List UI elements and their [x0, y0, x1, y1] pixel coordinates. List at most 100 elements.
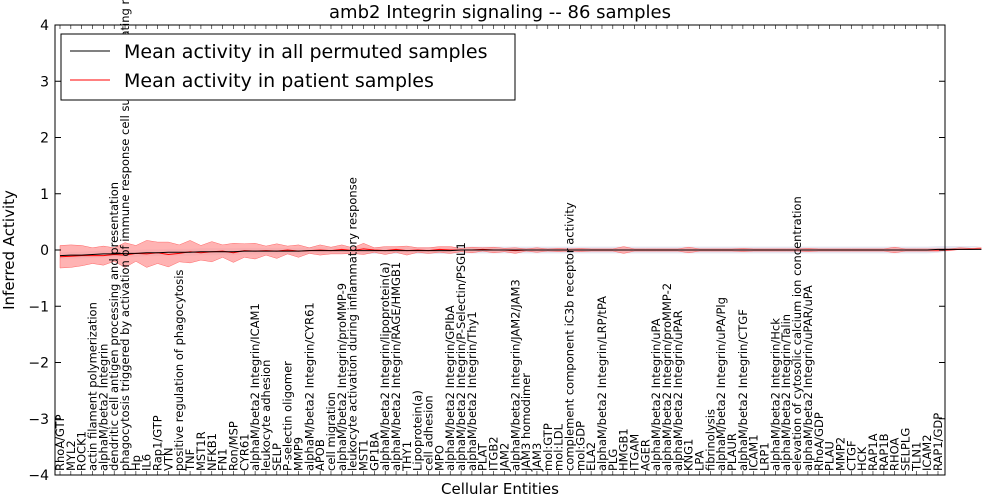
x-category-label: TNF — [183, 449, 197, 472]
x-category-label: RAP1/GDP — [931, 413, 945, 471]
x-category-label: HCK — [855, 446, 869, 471]
y-ticks: −4 −3 −2 −1 0 1 2 3 4 — [28, 18, 945, 484]
x-category-label: positive regulation of phagocytosis — [172, 270, 186, 471]
x-category-label: JAM3 homodimer — [519, 373, 533, 472]
x-category-label: fibrinolysis — [703, 409, 717, 471]
x-category-label: leukocyte activation during inflammatory… — [346, 177, 360, 471]
x-category-label: PLAUR — [725, 433, 739, 471]
y-tick-label: 0 — [40, 243, 49, 259]
x-category-label: ELA2 — [584, 442, 598, 471]
x-category-label: MST1R — [194, 431, 208, 471]
x-category-label: MMP9 — [292, 437, 306, 471]
x-category-label: THY1 — [400, 441, 414, 472]
y-tick-label: 3 — [40, 74, 49, 90]
x-category-label: SELPLG — [899, 428, 913, 471]
x-category-label: alphaM/beta2 Integrin/Talin — [779, 314, 793, 471]
y-tick-label: −2 — [28, 356, 49, 372]
x-category-label: RAP1A — [866, 433, 880, 471]
x-category-label: IL6 — [140, 454, 154, 471]
x-category-label: LRP1 — [758, 442, 772, 471]
x-category-label: MMP2 — [833, 437, 847, 471]
x-category-label: RhoA/GDP — [812, 412, 826, 471]
x-category-label: PLAU — [823, 441, 837, 471]
x-category-label: Hp — [129, 455, 143, 471]
x-category-label: Ron/MSP — [226, 421, 240, 471]
x-category-label: alphaM/beta2 Integrin/proMMP-2 — [660, 283, 674, 471]
x-category-label: cell migration — [324, 392, 338, 471]
series-lines — [59, 248, 982, 258]
x-category-label: complement component iC3b receptor activ… — [563, 202, 577, 471]
legend: Mean activity in all permuted samples Me… — [60, 33, 516, 101]
x-category-label: phagocytosis triggered by activation of … — [118, 0, 132, 471]
series-line-permuted — [59, 248, 982, 257]
x-category-label: alphaM/beta2 Integrin/CYR61 — [302, 302, 316, 471]
x-category-label: mol:GDP — [573, 421, 587, 471]
x-category-label: alphaM/beta2 Integrin/uPAR — [671, 310, 685, 471]
x-category-label: Rap1/GTP — [151, 415, 165, 471]
x-category-label: alphaM/beta2 Integrin/Thy1 — [465, 311, 479, 471]
x-category-label: alphaM/beta2 Integrin/uPA/Plg — [714, 297, 728, 471]
x-axis-label: Cellular Entities — [441, 480, 559, 498]
legend-box — [60, 33, 516, 101]
x-category-label: alphaM/beta2 Integrin/JAM2/JAM3 — [508, 279, 522, 471]
x-category-label: ICAM2 — [920, 434, 934, 471]
x-category-label: RHOA — [888, 438, 902, 471]
patient-band-area — [59, 240, 982, 269]
y-tick-label: −1 — [28, 299, 49, 315]
x-category-label: leukocyte adhesion — [259, 360, 273, 471]
x-category-label: GP1BA — [367, 432, 381, 471]
x-category-label: JAM3 — [530, 443, 544, 472]
x-category-label: CYR61 — [237, 434, 251, 471]
chart-title: amb2 Integrin signaling -- 86 samples — [329, 2, 671, 23]
x-category-label: TLN1 — [909, 442, 923, 472]
x-category-label: alphaM/beta2 Integrin/proMMP-9 — [335, 283, 349, 471]
legend-label-permuted: Mean activity in all permuted samples — [124, 41, 487, 63]
x-category-label: PLG — [606, 449, 620, 471]
x-category-label: alphaM/beta2 Integrin/uPAR/uPA — [801, 285, 815, 471]
x-category-label: alphaM/beta2 Integrin/LRP/tPA — [595, 296, 609, 471]
x-category-label: CTGF — [844, 440, 858, 471]
x-category-label: cell adhesion — [422, 395, 436, 471]
x-category-label: ROCK1 — [75, 431, 89, 471]
x-category-label: alphaM/beta2 Integrin/lipoprotein(a) — [378, 262, 392, 471]
x-category-label: alphaM/beta2 Integrin/ICAM1 — [248, 303, 262, 471]
y-tick-label: −3 — [28, 412, 49, 428]
x-category-label: alphaM/beta2 Integrin/P-Selectin/PSGL1 — [454, 242, 468, 471]
patient-band — [59, 240, 982, 269]
y-tick-label: 1 — [40, 187, 49, 203]
x-category-label: alphaM/beta2 Integrin — [96, 344, 110, 471]
x-category-label: alphaM/beta2 Integrin/Hck — [768, 318, 782, 471]
x-category-label: APOB — [313, 439, 327, 471]
x-category-label: NFKB1 — [205, 433, 219, 471]
x-category-label: alphaM/beta2 Integrin/CTGF — [736, 309, 750, 471]
x-category-label: AGER — [638, 439, 652, 471]
x-category-label: P-selectin oligomer — [281, 361, 295, 471]
x-category-label: elevation of cytosolic calcium ion conce… — [790, 196, 804, 471]
y-tick-label: −4 — [28, 468, 49, 484]
x-category-label: alphaM/beta2 Integrin/uPA — [649, 318, 663, 471]
x-category-label: VTN — [161, 448, 175, 472]
x-category-label: MST1 — [357, 439, 371, 471]
legend-label-patient: Mean activity in patient samples — [124, 70, 434, 92]
x-category-label: LPA — [693, 450, 707, 471]
x-category-label: ITGAM — [628, 434, 642, 471]
y-tick-label: 4 — [40, 18, 49, 34]
x-category-label: alphaM/beta2 Integrin/RAGE/HMGB1 — [389, 262, 403, 471]
x-category-label: JAM2 — [497, 443, 511, 472]
x-category-label: RhoA/GTP — [53, 414, 67, 471]
x-category-label: mol:LDL — [552, 423, 566, 471]
y-axis-label: Inferred Activity — [0, 190, 18, 310]
x-category-label: FN1 — [216, 448, 230, 471]
x-category-label: actin filament polymerization — [86, 302, 100, 471]
x-category-label: Lipoprotein(a) — [411, 390, 425, 471]
x-category-label: ITGB2 — [487, 436, 501, 471]
y-tick-label: 2 — [40, 131, 49, 147]
x-category-label: MPO — [432, 445, 446, 471]
x-category-label: ICAM1 — [747, 434, 761, 471]
x-category-label: alphaM/beta2 Integrin/GPIbA — [443, 305, 457, 471]
x-category-label: dendritic cell antigen processing and pr… — [107, 182, 121, 471]
x-category-label: mol:GTP — [541, 423, 555, 471]
x-category-label: HMGB1 — [617, 428, 631, 471]
